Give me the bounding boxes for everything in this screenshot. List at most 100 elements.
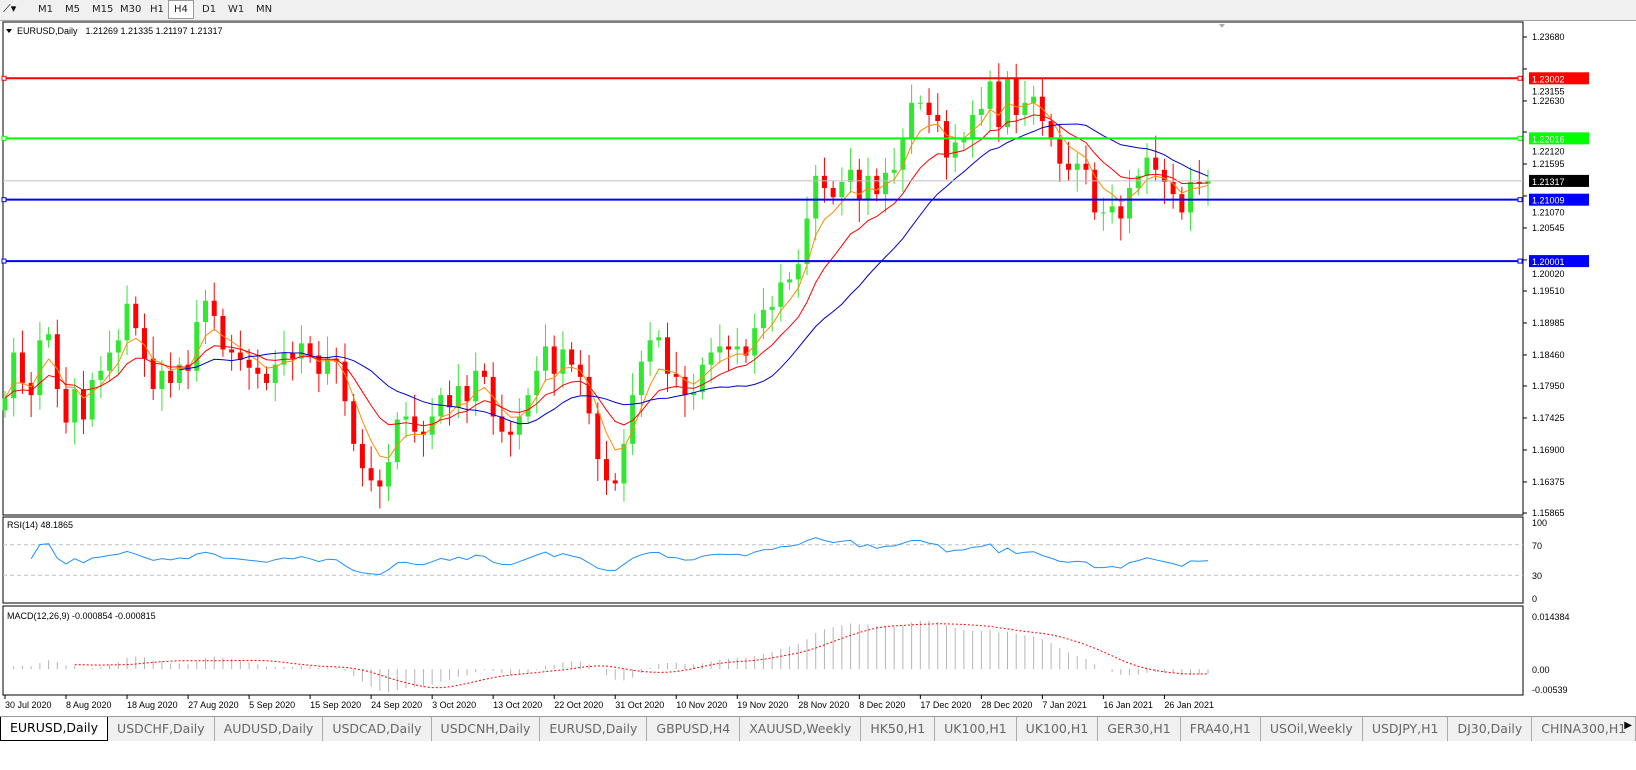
- candle-body[interactable]: [359, 443, 365, 469]
- candle-body[interactable]: [1074, 163, 1080, 170]
- candle-body[interactable]: [342, 361, 348, 402]
- candle-body[interactable]: [1205, 180, 1211, 184]
- collapse-triangle-icon[interactable]: [6, 29, 12, 33]
- timeframe-mn[interactable]: MN: [256, 4, 273, 15]
- candle-body[interactable]: [534, 370, 540, 396]
- candle-body[interactable]: [211, 300, 217, 316]
- candle-body[interactable]: [89, 379, 95, 420]
- candle-body[interactable]: [473, 370, 479, 402]
- candle-body[interactable]: [394, 419, 400, 463]
- candle-body[interactable]: [1048, 121, 1054, 140]
- timeframe-d1[interactable]: D1: [202, 4, 217, 15]
- line-anchor-handle[interactable]: [1, 75, 7, 81]
- chart-tab[interactable]: USOil,Weekly: [1261, 717, 1363, 741]
- candle-body[interactable]: [298, 343, 304, 359]
- candle-body[interactable]: [961, 139, 967, 143]
- candle-body[interactable]: [438, 395, 444, 417]
- candle-body[interactable]: [176, 364, 182, 383]
- candle-body[interactable]: [220, 315, 226, 350]
- triangle-right-icon[interactable]: ▶: [1624, 720, 1632, 731]
- candle-body[interactable]: [80, 389, 86, 420]
- candle-body[interactable]: [107, 352, 113, 371]
- candle-body[interactable]: [630, 395, 636, 444]
- candle-body[interactable]: [28, 382, 34, 396]
- candle-body[interactable]: [429, 416, 435, 435]
- candle-body[interactable]: [11, 352, 17, 399]
- candle-body[interactable]: [133, 303, 139, 329]
- candle-body[interactable]: [1092, 169, 1098, 213]
- candle-body[interactable]: [795, 264, 801, 280]
- chart-tab[interactable]: USDCHF,Daily: [108, 717, 215, 741]
- candle-body[interactable]: [612, 480, 618, 484]
- candle-body[interactable]: [464, 386, 470, 402]
- candle-body[interactable]: [604, 459, 609, 481]
- chart-tab[interactable]: HK50,H1: [861, 717, 936, 741]
- candle-body[interactable]: [673, 373, 679, 377]
- candle-body[interactable]: [447, 395, 453, 408]
- candle-body[interactable]: [1083, 163, 1089, 170]
- candle-body[interactable]: [996, 81, 1002, 128]
- candle-body[interactable]: [874, 175, 880, 195]
- chart-tab[interactable]: EURUSD,Daily: [540, 717, 648, 741]
- candle-body[interactable]: [699, 364, 705, 393]
- candle-body[interactable]: [264, 373, 270, 383]
- candle-body[interactable]: [665, 337, 671, 374]
- line-anchor-handle[interactable]: [1517, 135, 1523, 141]
- candle-body[interactable]: [970, 114, 976, 140]
- candle-body[interactable]: [124, 303, 130, 341]
- candle-body[interactable]: [1100, 212, 1106, 214]
- candle-body[interactable]: [98, 370, 104, 380]
- candle-body[interactable]: [909, 102, 915, 140]
- candle-body[interactable]: [168, 370, 174, 383]
- candle-body[interactable]: [1031, 96, 1037, 103]
- candle-body[interactable]: [281, 352, 287, 365]
- candle-body[interactable]: [1170, 181, 1176, 195]
- chart-tab[interactable]: USDCAD,Daily: [323, 717, 432, 741]
- chart-tab[interactable]: XAUUSD,Weekly: [740, 717, 862, 741]
- candle-body[interactable]: [229, 349, 235, 353]
- timeframe-m15[interactable]: M15: [92, 4, 114, 15]
- candle-body[interactable]: [325, 358, 331, 374]
- chart-tab[interactable]: USDJPY,H1: [1363, 717, 1449, 741]
- timeframe-m30[interactable]: M30: [120, 4, 142, 15]
- candle-body[interactable]: [1022, 102, 1028, 115]
- candle-body[interactable]: [900, 139, 906, 170]
- candle-body[interactable]: [891, 169, 897, 173]
- line-anchor-handle[interactable]: [1517, 75, 1523, 81]
- candle-body[interactable]: [586, 376, 592, 414]
- candle-body[interactable]: [19, 352, 25, 383]
- candle-body[interactable]: [37, 340, 43, 396]
- candle-body[interactable]: [272, 364, 278, 383]
- candle-body[interactable]: [726, 346, 732, 350]
- chart-tab[interactable]: UK100,H1: [935, 717, 1017, 741]
- candle-body[interactable]: [1013, 78, 1019, 115]
- candle-body[interactable]: [787, 279, 793, 283]
- candle-body[interactable]: [159, 370, 165, 390]
- candle-body[interactable]: [691, 392, 697, 396]
- candle-body[interactable]: [760, 309, 766, 329]
- line-anchor-handle[interactable]: [1, 258, 7, 264]
- candle-body[interactable]: [647, 340, 653, 362]
- candle-body[interactable]: [1153, 157, 1159, 170]
- candle-body[interactable]: [54, 334, 60, 390]
- candle-body[interactable]: [72, 389, 78, 423]
- candle-body[interactable]: [551, 346, 557, 374]
- chart-tab[interactable]: FRA40,H1: [1181, 717, 1261, 741]
- candle-body[interactable]: [656, 337, 662, 341]
- chart-tab[interactable]: EURUSD,Daily: [0, 717, 109, 741]
- candle-body[interactable]: [830, 188, 836, 198]
- candle-body[interactable]: [255, 367, 261, 374]
- candle-body[interactable]: [717, 346, 723, 353]
- chart-tab[interactable]: AUDUSD,Daily: [215, 717, 324, 741]
- candle-body[interactable]: [316, 355, 322, 374]
- candle-body[interactable]: [1127, 188, 1133, 219]
- candle-body[interactable]: [743, 346, 749, 356]
- candle-body[interactable]: [508, 431, 514, 435]
- candle-body[interactable]: [150, 358, 156, 390]
- candle-body[interactable]: [368, 468, 374, 481]
- candle-body[interactable]: [46, 334, 52, 341]
- candle-body[interactable]: [839, 181, 845, 198]
- candle-body[interactable]: [848, 169, 854, 182]
- line-anchor-handle[interactable]: [1517, 258, 1523, 264]
